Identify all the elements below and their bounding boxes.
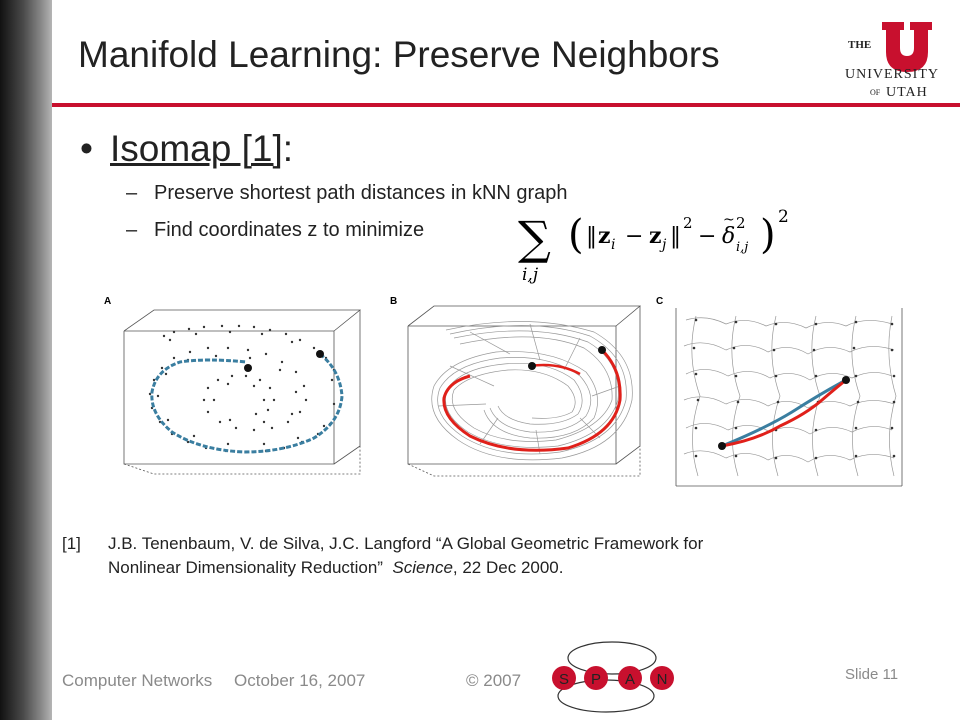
slide-number: Slide 11 [845, 666, 899, 683]
span-p-circle [584, 666, 608, 690]
panel-c-red-path [721, 378, 847, 448]
reference-line-2c: , 22 Dec 2000. [452, 558, 564, 577]
panel-b-endpoint [598, 346, 606, 354]
panel-c-blue-path [721, 378, 847, 448]
logo-utah-text: UTAH [886, 85, 928, 100]
panel-a-path [150, 352, 344, 454]
span-letter-a: A [625, 671, 635, 688]
span-letter-p: P [591, 671, 601, 688]
panel-c-points [692, 318, 896, 460]
footer-copyright: © 2007 [466, 671, 522, 690]
span-letter-s: S [559, 671, 569, 688]
svg-text:‖: ‖ [586, 224, 597, 249]
svg-text:−: − [698, 224, 716, 249]
isomap-colon: : [282, 128, 294, 169]
bullet-dot: • [80, 128, 93, 169]
sub-item-dash: – [126, 182, 138, 204]
svg-text:): ) [760, 212, 776, 258]
panel-b: B [390, 296, 680, 492]
panel-b-graph [431, 321, 633, 461]
university-of-utah-logo: THE UNIVERSITY OF UTAH [845, 22, 939, 100]
span-n-circle [650, 666, 674, 690]
panel-a: A [104, 296, 394, 492]
svg-text:(: ( [568, 212, 584, 258]
svg-text:∑: ∑ [518, 211, 551, 265]
panel-c: C [656, 296, 946, 492]
u-block-icon [882, 22, 932, 72]
svg-text:z: z [598, 223, 611, 249]
panel-a-label: A [104, 296, 112, 307]
reference-number: [1] [62, 534, 81, 553]
logo-university-text: UNIVERSITY [845, 67, 939, 82]
slide-title: Manifold Learning: Preserve Neighbors [78, 34, 720, 75]
isomap-heading: Isomap [1] [110, 128, 283, 169]
svg-text:−: − [625, 224, 643, 249]
sub-item-2-text: Find coordinates z to minimize [154, 219, 425, 241]
panel-b-label: B [390, 296, 398, 307]
span-s-circle [552, 666, 576, 690]
reference-line-2a: Nonlinear Dimensionality Reduction” [108, 558, 393, 577]
panel-c-graph [683, 315, 897, 477]
footer-date: October 16, 2007 [234, 671, 366, 690]
svg-text:i,j: i,j [736, 240, 748, 255]
svg-text:i: i [611, 237, 615, 253]
reference-journal: Science [392, 558, 453, 577]
panel-c-endpoint [842, 376, 850, 384]
panel-c-endpoint [718, 442, 726, 450]
panel-b-endpoint [528, 362, 536, 370]
sub-item-1-text: Preserve shortest path distances in kNN … [154, 182, 568, 204]
reference-line-1: J.B. Tenenbaum, V. de Silva, J.C. Langfo… [108, 534, 704, 553]
sub-item-1: – Preserve shortest path distances in kNN… [126, 182, 568, 205]
svg-text:2: 2 [683, 214, 693, 232]
svg-text:2: 2 [736, 214, 746, 232]
sub-item-2: – Find coordinates z to minimize [126, 219, 424, 242]
main-bullet: • Isomap [1]: [80, 128, 293, 170]
left-gradient-bar [0, 0, 52, 720]
reference-text: J.B. Tenenbaum, V. de Silva, J.C. Langfo… [108, 532, 908, 580]
logo-of-text: OF [870, 88, 881, 97]
panel-a-endpoint [244, 364, 252, 372]
svg-text:2: 2 [778, 207, 789, 227]
svg-text:i,j: i,j [522, 265, 539, 285]
logo-the-text: THE [848, 39, 871, 51]
panel-a-endpoint [316, 350, 324, 358]
svg-text:δ: δ [722, 224, 735, 249]
footer-course: Computer Networks [62, 671, 213, 690]
span-logo: S P A N [552, 641, 674, 713]
svg-text:j: j [659, 237, 667, 253]
panel-c-label: C [656, 296, 664, 307]
title-rule [52, 103, 960, 107]
panel-b-red-path [442, 348, 622, 452]
svg-text:z: z [649, 223, 662, 249]
svg-text:‖: ‖ [670, 224, 681, 249]
span-a-circle [618, 666, 642, 690]
objective-formula: ∑ i,j ( ‖ z i − z j ‖ 2 − δ ~ 2 i,j ) 2 [518, 207, 789, 285]
span-letter-n: N [657, 671, 668, 688]
sub-item-dash: – [126, 219, 138, 241]
svg-text:~: ~ [723, 212, 735, 228]
